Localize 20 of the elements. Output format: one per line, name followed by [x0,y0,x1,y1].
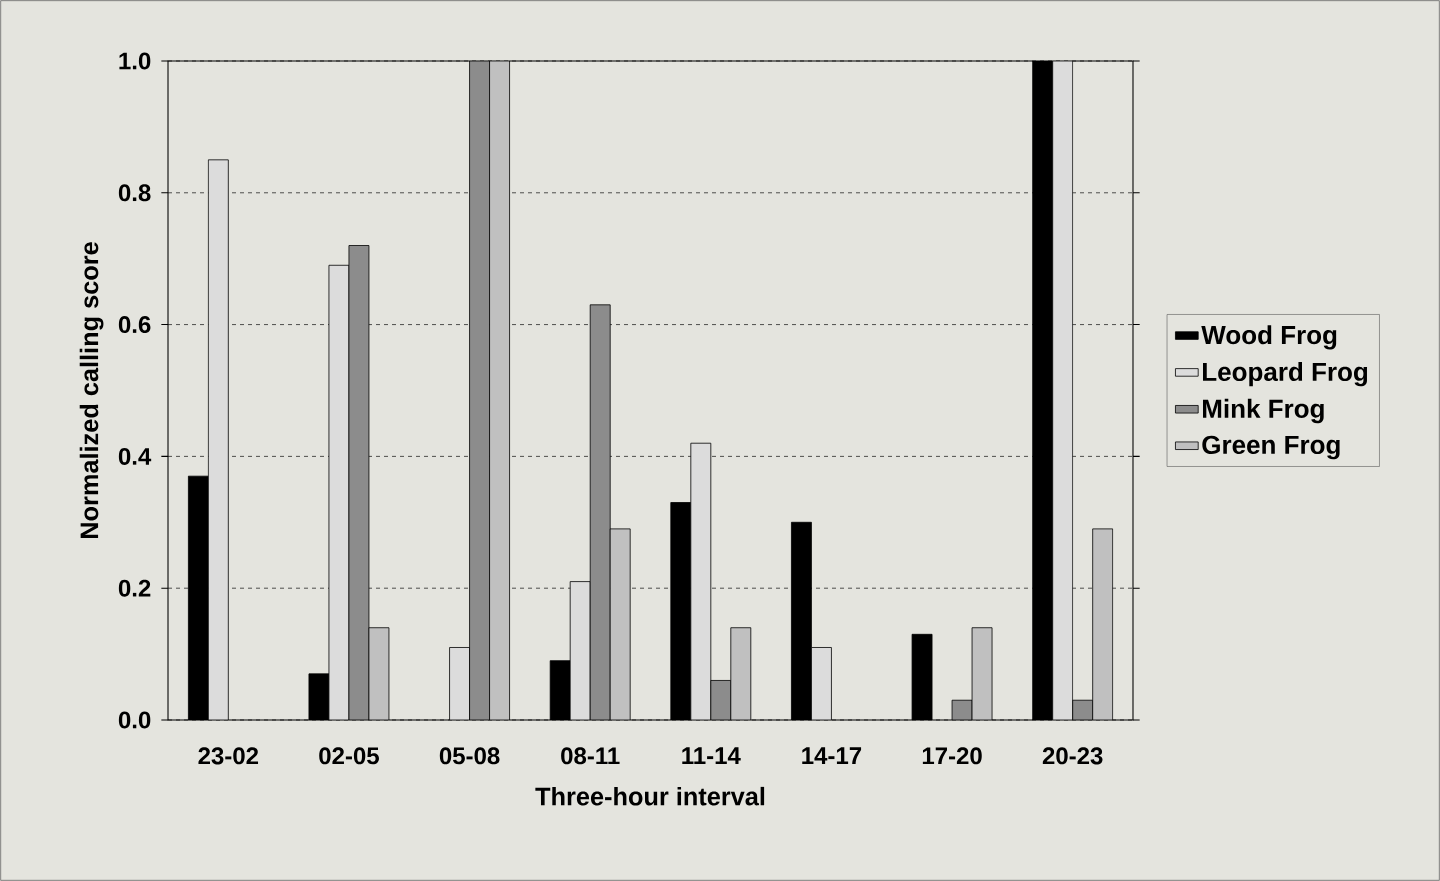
legend-label: Wood Frog [1201,325,1337,350]
x-axis-title: Three-hour interval [535,786,765,806]
x-tick-label: 11-14 [682,747,741,764]
y-tick-label: 1.0 [119,52,151,70]
x-tick-label: 14-17 [802,747,862,764]
y-tick-label: 0.2 [118,579,151,597]
x-tick-label: 05-08 [439,747,500,765]
legend-label: Mink Frog [1203,398,1324,424]
legend-label: Green Frog [1202,435,1340,460]
x-tick-label: 20-23 [1042,747,1103,765]
y-tick-label: 0.4 [118,447,152,465]
y-tick-label: 0.6 [118,316,151,334]
y-axis-title: Normalized calling score [79,242,104,539]
x-tick-label: 08-11 [561,747,620,765]
y-tick-label: 0.0 [118,711,151,729]
x-tick-label: 17-20 [922,747,982,765]
x-tick-label: 23-02 [198,747,259,765]
legend-label: Leopard Frog [1203,361,1368,387]
x-tick-label: 02-05 [319,747,379,765]
y-tick-label: 0.8 [118,184,151,202]
